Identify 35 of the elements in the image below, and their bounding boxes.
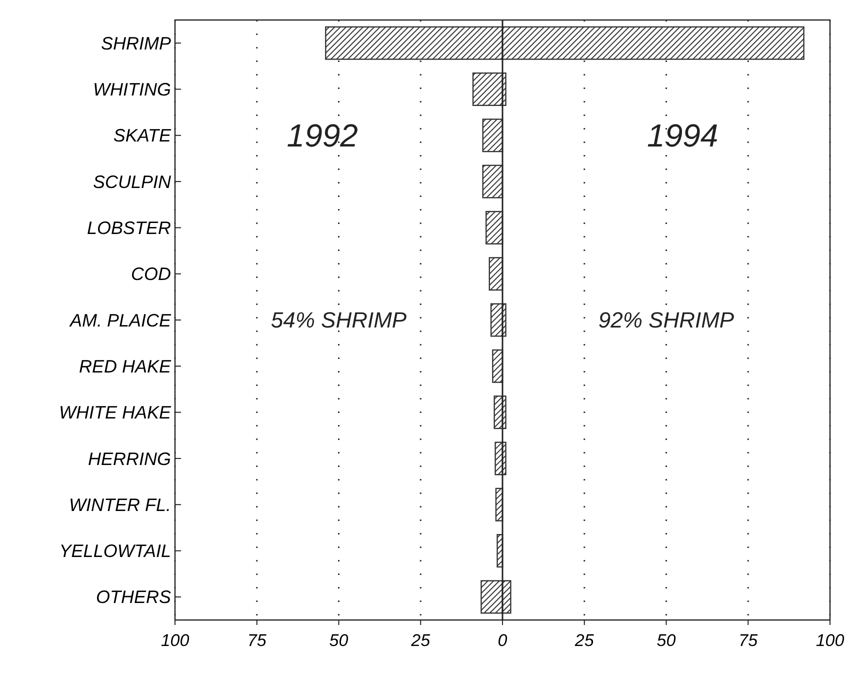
y-tick-label: RED HAKE bbox=[78, 356, 172, 376]
x-tick-label: 25 bbox=[410, 631, 431, 650]
y-tick-label: SCULPIN bbox=[92, 172, 172, 192]
y-tick-label: WINTER FL. bbox=[69, 494, 171, 515]
x-tick-label: 100 bbox=[816, 631, 845, 650]
y-tick-label: OTHERS bbox=[96, 587, 171, 608]
x-tick-label: 50 bbox=[329, 631, 349, 650]
bar bbox=[494, 396, 504, 430]
y-tick-label: COD bbox=[131, 264, 171, 284]
y-tick-label: WHITE HAKE bbox=[58, 402, 172, 423]
x-tick-label: 50 bbox=[656, 631, 676, 650]
annotation: 54% SHRIMP bbox=[270, 308, 407, 333]
y-tick-label: SHRIMP bbox=[100, 33, 171, 54]
bar bbox=[490, 303, 504, 337]
bar bbox=[492, 349, 504, 383]
y-tick-label: YELLOWTAIL bbox=[59, 541, 171, 562]
y-tick-label: WHITING bbox=[93, 80, 171, 100]
x-tick-label: 100 bbox=[160, 631, 190, 650]
y-tick-label: HERRING bbox=[88, 448, 171, 469]
bar bbox=[472, 72, 504, 106]
x-tick-label: 25 bbox=[574, 631, 594, 650]
series-label: 1994 bbox=[647, 118, 718, 154]
x-tick-label: 0 bbox=[498, 631, 508, 650]
x-tick-label: 75 bbox=[247, 631, 267, 650]
y-tick-label: SKATE bbox=[113, 126, 172, 146]
annotation: 92% SHRIMP bbox=[598, 308, 734, 333]
x-tick-label: 75 bbox=[738, 631, 758, 650]
bar bbox=[482, 164, 504, 198]
y-tick-label: AM. PLAICE bbox=[68, 310, 172, 330]
bar bbox=[482, 118, 504, 152]
bar bbox=[494, 442, 504, 476]
bar bbox=[486, 210, 504, 244]
y-tick-label: LOBSTER bbox=[86, 218, 171, 238]
bar bbox=[488, 257, 504, 291]
series-label: 1992 bbox=[286, 118, 358, 154]
